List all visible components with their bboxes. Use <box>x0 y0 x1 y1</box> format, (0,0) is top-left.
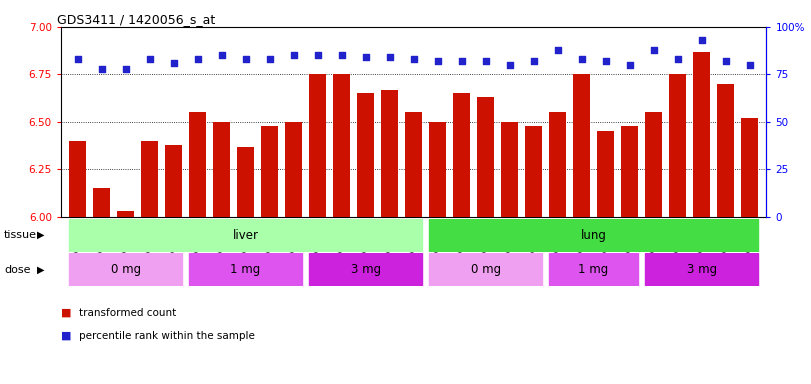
Text: ■: ■ <box>61 331 71 341</box>
Bar <box>118 211 134 217</box>
Text: 3 mg: 3 mg <box>350 263 380 276</box>
Text: tissue: tissue <box>4 230 37 240</box>
Bar <box>526 126 542 217</box>
Point <box>575 56 588 62</box>
Point <box>647 46 660 53</box>
Bar <box>717 84 734 217</box>
Bar <box>646 253 758 286</box>
Bar <box>237 147 254 217</box>
Text: lung: lung <box>581 229 607 242</box>
Point <box>672 56 684 62</box>
Bar <box>285 122 302 217</box>
Text: 0 mg: 0 mg <box>470 263 500 276</box>
Point <box>623 62 636 68</box>
Point <box>383 54 396 60</box>
Point <box>407 56 420 62</box>
Bar <box>69 253 182 286</box>
Point <box>215 52 228 58</box>
Text: dose: dose <box>4 265 31 275</box>
Bar <box>309 74 326 217</box>
Point <box>695 37 708 43</box>
Text: percentile rank within the sample: percentile rank within the sample <box>79 331 255 341</box>
Point <box>71 56 84 62</box>
Point <box>335 52 348 58</box>
Text: GDS3411 / 1420056_s_at: GDS3411 / 1420056_s_at <box>58 13 216 26</box>
Bar <box>453 93 470 217</box>
Bar <box>669 74 686 217</box>
Point <box>119 66 132 72</box>
Bar <box>261 126 278 217</box>
Bar <box>693 51 710 217</box>
Text: 1 mg: 1 mg <box>578 263 609 276</box>
Text: 3 mg: 3 mg <box>687 263 717 276</box>
Bar <box>189 113 206 217</box>
Point <box>191 56 204 62</box>
Text: ▶: ▶ <box>36 230 45 240</box>
Bar <box>357 93 374 217</box>
Text: ▶: ▶ <box>36 265 45 275</box>
Point <box>239 56 252 62</box>
Point <box>551 46 564 53</box>
Point <box>311 52 324 58</box>
Bar <box>429 219 758 252</box>
Point <box>455 58 468 64</box>
Bar <box>189 253 302 286</box>
Bar <box>406 113 422 217</box>
Point <box>503 62 516 68</box>
Bar <box>573 74 590 217</box>
Bar <box>165 145 182 217</box>
Bar <box>501 122 518 217</box>
Text: liver: liver <box>233 229 259 242</box>
Point <box>167 60 180 66</box>
Bar <box>93 189 110 217</box>
Bar <box>69 219 422 252</box>
Bar <box>309 253 422 286</box>
Point <box>143 56 156 62</box>
Bar <box>429 122 446 217</box>
Point <box>263 56 276 62</box>
Bar <box>621 126 638 217</box>
Point <box>479 58 492 64</box>
Point <box>719 58 732 64</box>
Bar <box>381 89 398 217</box>
Bar <box>597 131 614 217</box>
Text: ■: ■ <box>61 308 71 318</box>
Text: 1 mg: 1 mg <box>230 263 261 276</box>
Bar <box>549 253 638 286</box>
Bar <box>646 113 662 217</box>
Point <box>95 66 108 72</box>
Bar <box>213 122 230 217</box>
Point <box>527 58 540 64</box>
Bar <box>429 253 542 286</box>
Point <box>287 52 300 58</box>
Bar <box>141 141 158 217</box>
Bar <box>741 118 758 217</box>
Bar <box>477 97 494 217</box>
Point <box>599 58 612 64</box>
Point <box>743 62 756 68</box>
Bar <box>549 113 566 217</box>
Point <box>359 54 372 60</box>
Bar <box>69 141 86 217</box>
Text: 0 mg: 0 mg <box>110 263 140 276</box>
Bar <box>333 74 350 217</box>
Text: transformed count: transformed count <box>79 308 176 318</box>
Point <box>431 58 444 64</box>
